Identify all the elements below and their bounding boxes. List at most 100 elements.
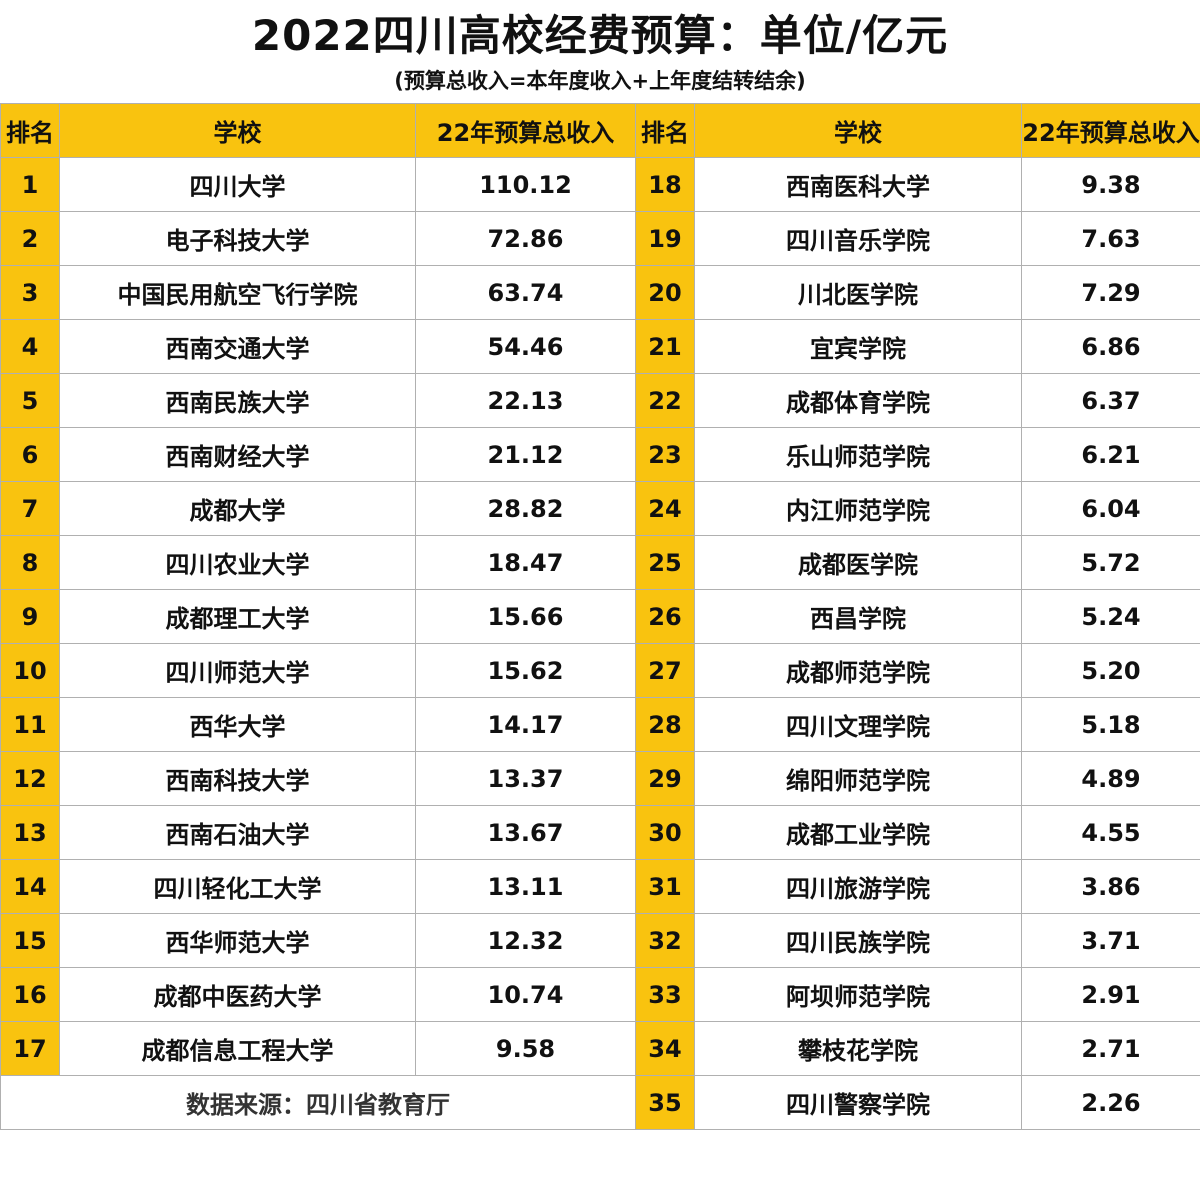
school-cell: 西华大学 — [59, 697, 416, 752]
school-cell: 成都大学 — [59, 481, 416, 536]
school-cell: 成都理工大学 — [59, 589, 416, 644]
income-cell: 3.86 — [1021, 859, 1200, 914]
rank-cell: 4 — [0, 319, 60, 374]
table-row: 11 西华大学 14.17 28 四川文理学院 5.18 — [0, 697, 1200, 752]
income-cell: 6.21 — [1021, 427, 1200, 482]
rank-cell: 27 — [635, 643, 695, 698]
income-cell: 22.13 — [415, 373, 636, 428]
rank-cell: 16 — [0, 967, 60, 1022]
income-cell: 2.26 — [1021, 1075, 1200, 1130]
school-cell: 成都师范学院 — [694, 643, 1022, 698]
income-cell: 6.37 — [1021, 373, 1200, 428]
income-cell: 5.72 — [1021, 535, 1200, 590]
rank-cell: 11 — [0, 697, 60, 752]
school-cell: 西南医科大学 — [694, 157, 1022, 212]
rank-cell: 12 — [0, 751, 60, 806]
school-cell: 绵阳师范学院 — [694, 751, 1022, 806]
income-cell: 7.63 — [1021, 211, 1200, 266]
rank-cell: 28 — [635, 697, 695, 752]
school-cell: 西华师范大学 — [59, 913, 416, 968]
school-cell: 西南石油大学 — [59, 805, 416, 860]
school-cell: 四川师范大学 — [59, 643, 416, 698]
header-income-right: 22年预算总收入 — [1021, 103, 1200, 158]
income-cell: 15.62 — [415, 643, 636, 698]
income-cell: 6.86 — [1021, 319, 1200, 374]
table-body: 1 四川大学 110.12 18 西南医科大学 9.38 2 电子科技大学 72.86 19 四川音… — [0, 157, 1200, 1130]
header-school-right: 学校 — [694, 103, 1022, 158]
school-cell: 西南财经大学 — [59, 427, 416, 482]
rank-cell: 35 — [635, 1075, 695, 1130]
page-subtitle: (预算总收入=本年度收入+上年度结转结余) — [394, 69, 806, 93]
table-row: 15 西华师范大学 12.32 32 四川民族学院 3.71 — [0, 913, 1200, 968]
header-row: 排名 学校 22年预算总收入 排名 学校 22年预算总收入 — [0, 103, 1200, 158]
income-cell: 110.12 — [415, 157, 636, 212]
income-cell: 3.71 — [1021, 913, 1200, 968]
rank-cell: 32 — [635, 913, 695, 968]
school-cell: 成都中医药大学 — [59, 967, 416, 1022]
school-cell: 乐山师范学院 — [694, 427, 1022, 482]
rank-cell: 25 — [635, 535, 695, 590]
rank-cell: 20 — [635, 265, 695, 320]
income-cell: 4.89 — [1021, 751, 1200, 806]
school-cell: 四川警察学院 — [694, 1075, 1022, 1130]
rank-cell: 24 — [635, 481, 695, 536]
rank-cell: 14 — [0, 859, 60, 914]
table-row: 4 西南交通大学 54.46 21 宜宾学院 6.86 — [0, 319, 1200, 374]
income-cell: 21.12 — [415, 427, 636, 482]
income-cell: 63.74 — [415, 265, 636, 320]
budget-table: 排名 学校 22年预算总收入 排名 学校 22年预算总收入 1 四川大学 110.1… — [0, 103, 1200, 1130]
page-title: 2022四川高校经费预算：单位/亿元 — [251, 11, 949, 60]
school-cell: 阿坝师范学院 — [694, 967, 1022, 1022]
rank-cell: 30 — [635, 805, 695, 860]
school-cell: 四川轻化工大学 — [59, 859, 416, 914]
header-income-left: 22年预算总收入 — [415, 103, 636, 158]
income-cell: 13.37 — [415, 751, 636, 806]
school-cell: 四川农业大学 — [59, 535, 416, 590]
header-rank-right: 排名 — [635, 103, 695, 158]
table-row: 1 四川大学 110.12 18 西南医科大学 9.38 — [0, 157, 1200, 212]
school-cell: 四川民族学院 — [694, 913, 1022, 968]
income-cell: 10.74 — [415, 967, 636, 1022]
rank-cell: 5 — [0, 373, 60, 428]
rank-cell: 6 — [0, 427, 60, 482]
rank-cell: 13 — [0, 805, 60, 860]
table-row: 9 成都理工大学 15.66 26 西昌学院 5.24 — [0, 589, 1200, 644]
rank-cell: 29 — [635, 751, 695, 806]
school-cell: 内江师范学院 — [694, 481, 1022, 536]
income-cell: 54.46 — [415, 319, 636, 374]
school-cell: 四川大学 — [59, 157, 416, 212]
school-cell: 西南民族大学 — [59, 373, 416, 428]
income-cell: 6.04 — [1021, 481, 1200, 536]
school-cell: 西南科技大学 — [59, 751, 416, 806]
rank-cell: 10 — [0, 643, 60, 698]
table-row: 10 四川师范大学 15.62 27 成都师范学院 5.20 — [0, 643, 1200, 698]
rank-cell: 7 — [0, 481, 60, 536]
rank-cell: 23 — [635, 427, 695, 482]
table-row: 8 四川农业大学 18.47 25 成都医学院 5.72 — [0, 535, 1200, 590]
source-note: 数据来源：四川省教育厅 — [0, 1075, 636, 1130]
table-row: 7 成都大学 28.82 24 内江师范学院 6.04 — [0, 481, 1200, 536]
income-cell: 14.17 — [415, 697, 636, 752]
income-cell: 72.86 — [415, 211, 636, 266]
income-cell: 5.18 — [1021, 697, 1200, 752]
income-cell: 5.24 — [1021, 589, 1200, 644]
income-cell: 9.58 — [415, 1021, 636, 1076]
rank-cell: 8 — [0, 535, 60, 590]
income-cell: 28.82 — [415, 481, 636, 536]
rank-cell: 31 — [635, 859, 695, 914]
income-cell: 2.71 — [1021, 1021, 1200, 1076]
rank-cell: 22 — [635, 373, 695, 428]
rank-cell: 3 — [0, 265, 60, 320]
school-cell: 成都工业学院 — [694, 805, 1022, 860]
school-cell: 成都医学院 — [694, 535, 1022, 590]
income-cell: 15.66 — [415, 589, 636, 644]
table-row: 5 西南民族大学 22.13 22 成都体育学院 6.37 — [0, 373, 1200, 428]
income-cell: 7.29 — [1021, 265, 1200, 320]
rank-cell: 18 — [635, 157, 695, 212]
table-row: 13 西南石油大学 13.67 30 成都工业学院 4.55 — [0, 805, 1200, 860]
income-cell: 9.38 — [1021, 157, 1200, 212]
school-cell: 电子科技大学 — [59, 211, 416, 266]
table-row: 2 电子科技大学 72.86 19 四川音乐学院 7.63 — [0, 211, 1200, 266]
income-cell: 13.67 — [415, 805, 636, 860]
